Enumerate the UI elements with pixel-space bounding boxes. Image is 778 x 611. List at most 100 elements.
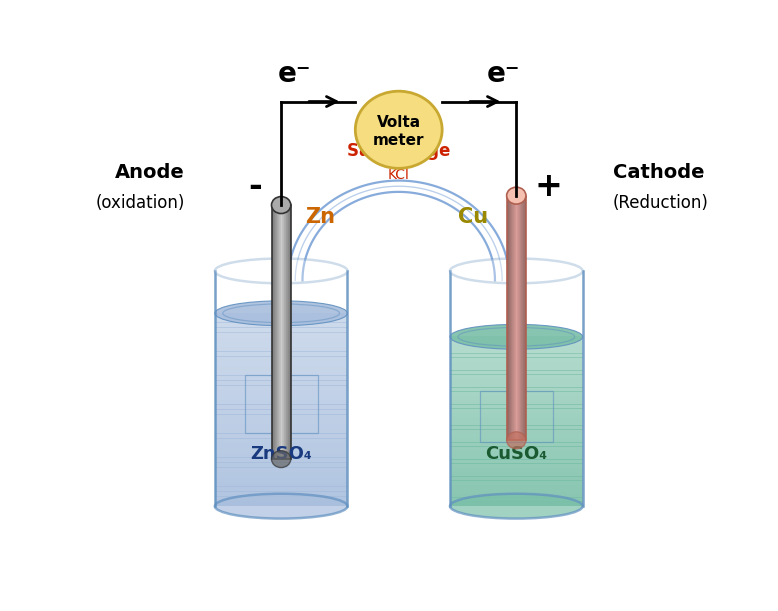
Bar (215, 366, 348, 371)
Bar (450, 451, 583, 455)
Bar (215, 496, 348, 502)
Bar (450, 502, 583, 506)
Text: Salt bridge: Salt bridge (347, 142, 450, 160)
Bar (450, 459, 583, 464)
Bar (215, 443, 348, 448)
Bar (215, 385, 348, 390)
Bar (244, 375, 317, 433)
Bar (215, 371, 348, 376)
Ellipse shape (356, 91, 442, 169)
Bar (215, 323, 348, 327)
Text: (oxidation): (oxidation) (95, 194, 184, 211)
Bar (450, 497, 583, 502)
Bar (215, 361, 348, 367)
Text: +: + (535, 170, 562, 203)
Text: CuSO₄: CuSO₄ (485, 445, 548, 463)
Bar (450, 370, 583, 375)
Bar (215, 346, 348, 352)
Text: meter: meter (373, 133, 425, 148)
Bar (215, 501, 348, 506)
Bar (215, 414, 348, 419)
Bar (215, 409, 348, 414)
Bar (215, 419, 348, 424)
Bar (450, 357, 583, 362)
Bar (450, 408, 583, 413)
Bar (450, 400, 583, 404)
Bar (215, 423, 348, 429)
Bar (450, 395, 583, 400)
Bar (215, 400, 348, 405)
Bar (215, 390, 348, 395)
Ellipse shape (450, 324, 583, 349)
Text: -: - (249, 170, 262, 203)
Text: Zn: Zn (305, 207, 335, 227)
Bar (450, 362, 583, 367)
Bar (215, 472, 348, 477)
Bar (450, 447, 583, 451)
Text: e⁻: e⁻ (278, 60, 311, 89)
Bar (480, 391, 553, 442)
Ellipse shape (450, 494, 583, 519)
Text: Cu: Cu (457, 207, 488, 227)
Text: KCl: KCl (387, 167, 410, 181)
Ellipse shape (215, 494, 348, 519)
Bar (450, 345, 583, 349)
Bar (450, 493, 583, 498)
Bar (272, 205, 291, 459)
Text: ZnSO₄: ZnSO₄ (251, 445, 312, 463)
Ellipse shape (215, 258, 348, 284)
Bar (450, 434, 583, 439)
Text: (Reduction): (Reduction) (613, 194, 709, 211)
Text: e⁻: e⁻ (486, 60, 520, 89)
Ellipse shape (506, 432, 526, 448)
Bar (215, 313, 348, 318)
Bar (450, 438, 583, 442)
Bar (450, 375, 583, 379)
Ellipse shape (506, 187, 526, 204)
Bar (450, 476, 583, 481)
Bar (450, 489, 583, 494)
Bar (215, 332, 348, 337)
Bar (450, 480, 583, 485)
Bar (215, 380, 348, 386)
Bar (450, 379, 583, 383)
Text: Cathode: Cathode (613, 163, 704, 181)
Bar (450, 349, 583, 354)
Bar (450, 463, 583, 468)
Bar (215, 342, 348, 347)
Bar (450, 366, 583, 371)
Bar (215, 428, 348, 434)
Bar (215, 433, 348, 439)
Bar (215, 376, 348, 381)
Bar (450, 392, 583, 396)
Bar (215, 337, 348, 342)
Bar (450, 353, 583, 358)
Bar (450, 455, 583, 459)
Bar (215, 481, 348, 487)
Bar (215, 491, 348, 497)
Bar (450, 336, 583, 341)
Ellipse shape (215, 301, 348, 326)
Bar (215, 477, 348, 482)
Bar (215, 327, 348, 332)
Bar (215, 351, 348, 357)
Bar (450, 442, 583, 447)
Bar (215, 438, 348, 444)
Bar (506, 196, 526, 441)
Bar (450, 472, 583, 477)
Bar (215, 404, 348, 410)
Bar (215, 453, 348, 458)
Bar (450, 467, 583, 472)
Bar (450, 412, 583, 417)
Bar (450, 421, 583, 426)
Bar (450, 485, 583, 489)
Text: Anode: Anode (115, 163, 184, 181)
Bar (450, 404, 583, 409)
Bar (450, 430, 583, 434)
Bar (215, 318, 348, 323)
Bar (450, 387, 583, 392)
Bar (450, 425, 583, 430)
Ellipse shape (272, 451, 291, 467)
Text: Volta: Volta (377, 115, 421, 130)
Bar (215, 395, 348, 400)
